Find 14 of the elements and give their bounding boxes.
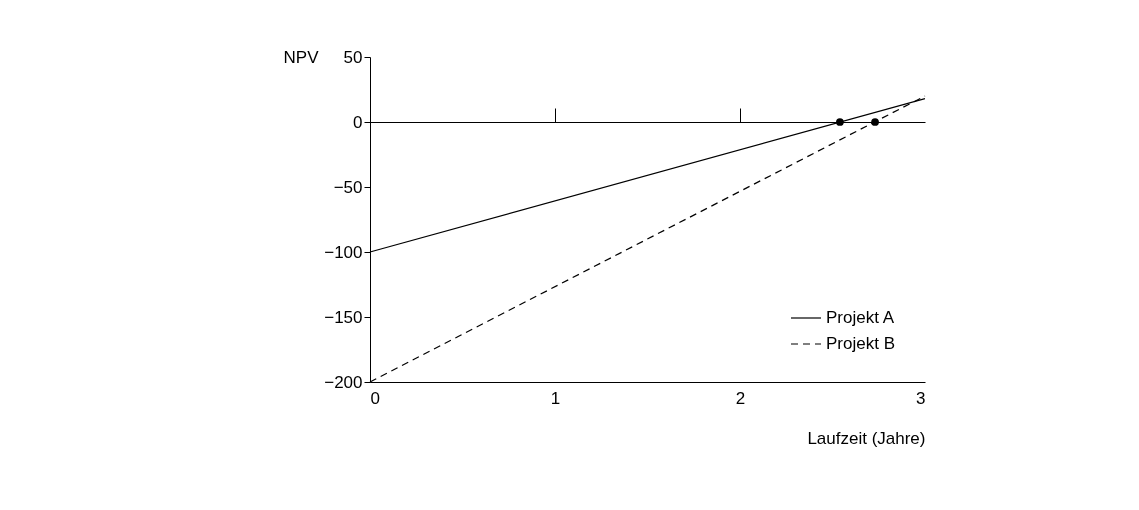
y-axis-title: NPV — [283, 47, 320, 67]
y-tick-label: −50 — [333, 177, 363, 197]
y-tick-label: −200 — [324, 372, 363, 392]
x-tick-label: 0 — [370, 388, 380, 408]
x-tick-label: 2 — [735, 388, 746, 408]
x-axis-title: Laufzeit (Jahre) — [807, 428, 926, 448]
x-tick-label: 1 — [550, 388, 561, 408]
y-tick-label: −100 — [324, 242, 363, 262]
legend-label: Projekt A — [826, 308, 895, 327]
y-tick-label: −150 — [324, 307, 363, 327]
x-tick-label: 3 — [916, 388, 926, 408]
legend-label: Projekt B — [826, 334, 895, 353]
y-tick-label: 0 — [353, 112, 363, 132]
y-tick-label: 50 — [343, 47, 363, 67]
